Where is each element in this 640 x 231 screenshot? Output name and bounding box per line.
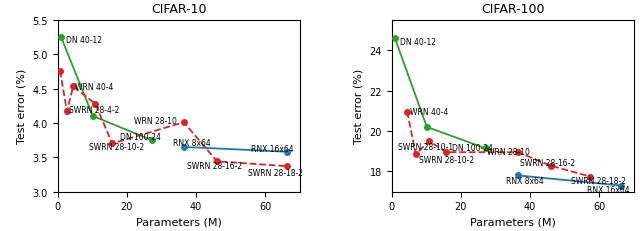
Y-axis label: Test error (%): Test error (%) <box>17 69 27 144</box>
Text: RNX 16x64: RNX 16x64 <box>587 185 630 194</box>
Text: RNX 8x64: RNX 8x64 <box>173 138 211 147</box>
Text: RNX 16x64: RNX 16x64 <box>252 144 294 153</box>
Text: WRN 28-10: WRN 28-10 <box>134 117 177 126</box>
Text: RNX 8x64: RNX 8x64 <box>506 176 543 185</box>
Text: SWRN 28-16-2: SWRN 28-16-2 <box>188 161 243 170</box>
Text: WRN 40-4: WRN 40-4 <box>410 108 448 117</box>
Text: DN 40-12: DN 40-12 <box>400 37 436 46</box>
Text: DN 100-24: DN 100-24 <box>452 143 493 152</box>
Text: SWRN 28-4-2: SWRN 28-4-2 <box>68 106 119 115</box>
Text: SWRN 28-10-1: SWRN 28-10-1 <box>399 142 454 151</box>
X-axis label: Parameters (M): Parameters (M) <box>470 217 556 227</box>
Text: SWRN 28-18-2: SWRN 28-18-2 <box>248 168 303 177</box>
Text: SWRN 28-10-2: SWRN 28-10-2 <box>419 155 474 164</box>
Text: DN 40-12: DN 40-12 <box>67 35 102 44</box>
Text: WRN 40-4: WRN 40-4 <box>75 83 113 92</box>
Text: SWRN 28-10-2: SWRN 28-10-2 <box>89 142 144 151</box>
Text: WRN 28-10: WRN 28-10 <box>486 148 529 157</box>
Title: CIFAR-10: CIFAR-10 <box>151 3 206 15</box>
Y-axis label: Test error (%): Test error (%) <box>354 69 364 144</box>
Title: CIFAR-100: CIFAR-100 <box>481 3 545 15</box>
Text: DN 100-24: DN 100-24 <box>120 133 161 142</box>
X-axis label: Parameters (M): Parameters (M) <box>136 217 221 227</box>
Text: SWRN 28-16-2: SWRN 28-16-2 <box>520 159 575 168</box>
Text: SWRN 28-18-2: SWRN 28-18-2 <box>572 176 627 185</box>
